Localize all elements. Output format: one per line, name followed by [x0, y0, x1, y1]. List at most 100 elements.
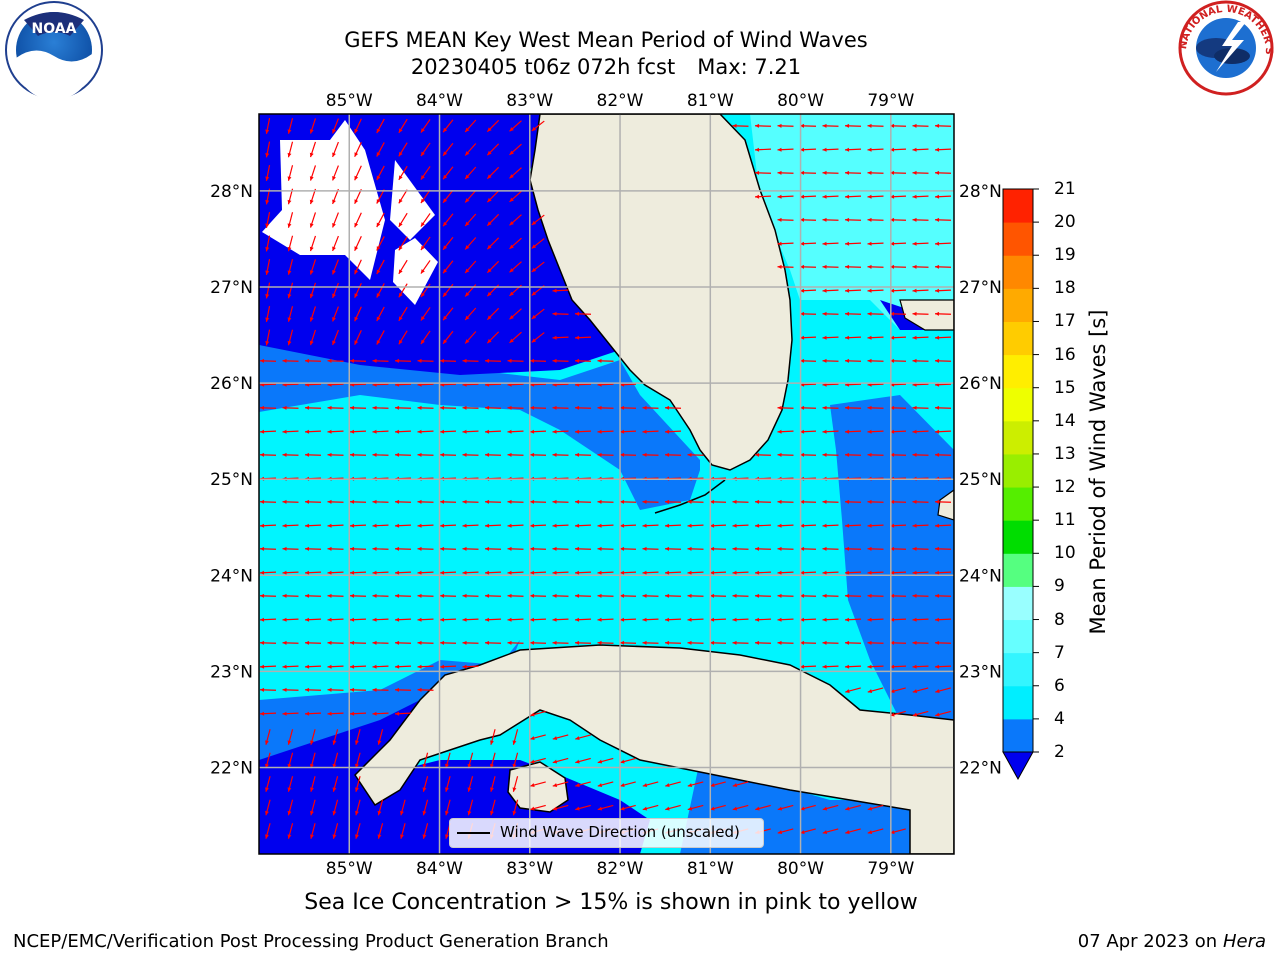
wave-arrow [282, 499, 299, 504]
wave-arrow [642, 804, 659, 811]
wave-arrow [398, 189, 408, 204]
colorbar-tick-label: 20 [1054, 212, 1076, 233]
wave-arrow [619, 593, 637, 598]
wave-arrow [912, 710, 929, 717]
wave-arrow [597, 617, 614, 622]
wave-arrow [642, 570, 659, 575]
wave-arrow [799, 241, 817, 246]
wave-arrow [574, 546, 592, 551]
wave-arrow [394, 664, 412, 669]
lat-label-left: 26°N [210, 374, 253, 394]
wave-arrow [822, 170, 839, 175]
lat-label-right: 28°N [959, 182, 1002, 202]
wave-arrow [509, 143, 522, 156]
wave-arrow [642, 593, 659, 598]
wave-arrow [287, 118, 294, 134]
map-frame [258, 113, 955, 855]
wave-arrow [889, 311, 907, 316]
wave-arrow [597, 593, 614, 598]
wave-arrow [529, 546, 547, 551]
wave-arrow [304, 570, 322, 575]
wave-arrow [664, 499, 682, 504]
wave-arrow [509, 167, 522, 179]
wave-arrow [376, 283, 385, 298]
wave-arrow [398, 118, 408, 134]
wave-arrow [394, 570, 412, 575]
wave-arrow [912, 617, 929, 622]
wave-arrow [597, 405, 614, 410]
wave-arrow [889, 194, 907, 199]
wave-arrow [732, 570, 749, 575]
wave-arrow [354, 141, 362, 158]
wave-arrow [332, 306, 339, 322]
wave-arrow [912, 452, 929, 457]
wave-arrow [486, 143, 500, 156]
wave-arrow [462, 405, 479, 410]
wave-arrow [484, 523, 502, 528]
wave-arrow [845, 804, 861, 811]
wave-arrow [531, 261, 545, 273]
wave-arrow [507, 429, 524, 434]
wave-arrow [327, 664, 344, 669]
wave-arrow [462, 664, 479, 669]
wave-arrow [445, 799, 451, 816]
wave-arrow [867, 429, 884, 434]
wave-arrow [822, 194, 839, 199]
wave-arrow [822, 147, 839, 152]
wave-arrow [799, 264, 817, 269]
wave-arrow [462, 523, 479, 528]
wave-arrow [732, 617, 749, 622]
wave-arrow [287, 282, 294, 299]
wave-arrow [332, 282, 339, 299]
wave-arrow [664, 546, 682, 551]
wave-arrow [934, 170, 952, 175]
wave-arrow [800, 828, 816, 834]
wave-arrow [282, 358, 299, 363]
wave-arrow [754, 170, 772, 175]
wave-arrow [484, 570, 502, 575]
wave-arrow [777, 170, 794, 175]
wave-arrow [372, 687, 389, 692]
wave-arrow [867, 452, 884, 457]
lon-label-top: 84°W [416, 91, 463, 111]
wave-arrow [439, 499, 457, 504]
wave-arrow [372, 499, 389, 504]
wave-arrow [398, 259, 408, 275]
wave-arrow [265, 729, 271, 745]
wave-arrow [304, 452, 322, 457]
wave-arrow [439, 429, 457, 434]
wave-arrow [442, 307, 454, 321]
wave-arrow [664, 452, 682, 457]
wave-arrow [439, 593, 457, 598]
wave-arrow [304, 593, 322, 598]
wave-arrow [509, 261, 522, 273]
wave-arrow [304, 664, 322, 669]
wave-arrow [265, 823, 271, 839]
wave-arrow [844, 640, 862, 645]
wave-arrow [354, 235, 362, 252]
wave-arrow [394, 358, 412, 363]
wave-arrow [889, 405, 907, 410]
wave-arrow [462, 640, 479, 645]
wave-arrow [844, 570, 862, 575]
wave-arrow [574, 429, 592, 434]
wave-arrow [619, 523, 637, 528]
wave-arrow [420, 213, 431, 227]
wave-arrow [484, 593, 502, 598]
wave-arrow [935, 710, 951, 717]
wave-arrow [332, 235, 339, 252]
lat-label-left: 22°N [210, 759, 253, 779]
wave-arrow [575, 781, 591, 787]
wave-arrow [304, 640, 322, 645]
wave-arrow [709, 523, 727, 528]
wave-arrow [282, 429, 299, 434]
wave-arrow [259, 546, 277, 551]
wave-arrow [287, 259, 294, 275]
wave-arrow [799, 335, 817, 340]
wave-arrow [400, 799, 406, 816]
isla-de-la-juventud [507, 761, 569, 813]
wave-arrow [259, 523, 277, 528]
wave-arrow [552, 499, 569, 504]
wave-arrow [530, 710, 546, 717]
wave-arrow [642, 617, 659, 622]
